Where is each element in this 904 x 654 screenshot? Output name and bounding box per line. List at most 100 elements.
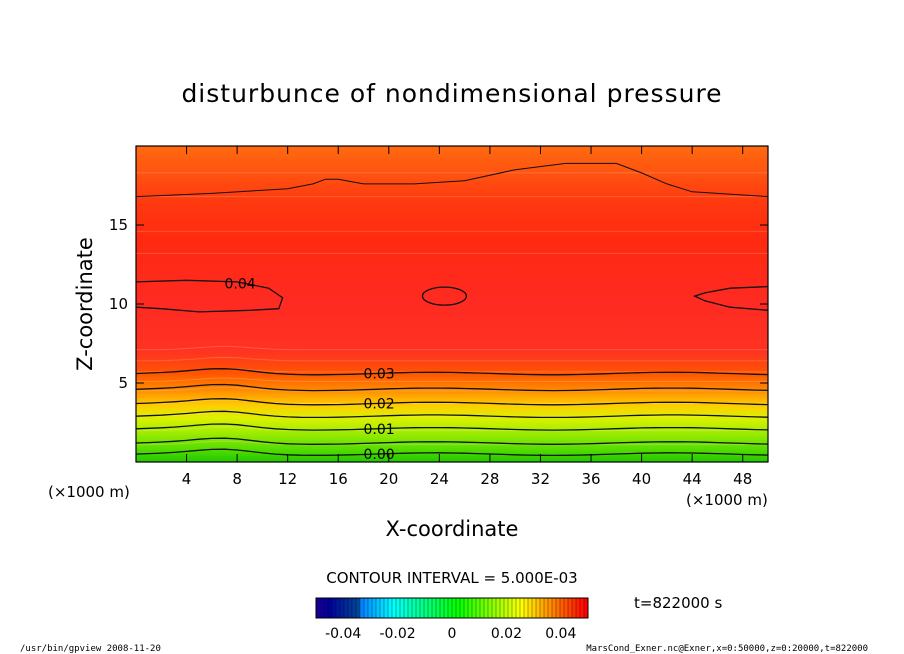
- colorbar-segment: [488, 598, 493, 618]
- colorbar-segment: [352, 598, 357, 618]
- colorbar-segment: [532, 598, 537, 618]
- field-band: [135, 386, 768, 392]
- contour-lines: [135, 162, 769, 457]
- colorbar-tick-label: -0.02: [379, 626, 415, 642]
- x-tick-label: 48: [733, 470, 752, 488]
- x-axis-label: X-coordinate: [386, 517, 519, 541]
- colorbar-segment: [568, 598, 573, 618]
- x-tick-label: 36: [581, 470, 600, 488]
- colorbar-segment: [480, 598, 485, 618]
- colorbar-segment: [388, 598, 393, 618]
- colorbar-segment: [572, 598, 577, 618]
- footer-right: MarsCond_Exner.nc@Exner,x=0:50000,z=0:20…: [586, 644, 868, 654]
- colorbar-tick-label: -0.04: [325, 626, 361, 642]
- contour-line: [692, 285, 769, 311]
- colorbar-segment: [344, 598, 349, 618]
- y-tick-label: 15: [109, 216, 128, 234]
- colorbar-tick-label: 0.02: [491, 626, 522, 642]
- colorbar-segment: [496, 598, 501, 618]
- colorbar-segment: [520, 598, 525, 618]
- colorbar-tick-labels: -0.04 -0.02 0 0.02 0.04: [325, 626, 576, 642]
- x-unit-label: (×1000 m): [686, 491, 768, 509]
- colorbar-segment: [332, 598, 337, 618]
- colorbar-segment: [524, 598, 529, 618]
- colorbar-segment: [544, 598, 549, 618]
- colorbar-segment: [448, 598, 453, 618]
- colorbar-segment: [320, 598, 325, 618]
- field-band: [135, 426, 768, 431]
- colorbar-segment: [492, 598, 497, 618]
- colorbar-segment: [400, 598, 405, 618]
- contour-line: [135, 437, 769, 445]
- colorbar-segment: [556, 598, 561, 618]
- contour-interval-text: CONTOUR INTERVAL = 5.000E-03: [326, 569, 577, 587]
- field-bands: [135, 172, 768, 446]
- contour-labels: 0.04 0.03 0.02 0.01 0.00: [224, 276, 395, 463]
- y-axis-label: Z-coordinate: [73, 237, 97, 371]
- colorbar-segment: [500, 598, 505, 618]
- colorbar-segment: [328, 598, 333, 618]
- colorbar-segment: [384, 598, 389, 618]
- x-tick-label: 44: [683, 470, 702, 488]
- x-tick-label: 32: [531, 470, 550, 488]
- colorbar-segment: [404, 598, 409, 618]
- y-ticks: 5 10 15: [109, 216, 768, 392]
- x-tick-label: 20: [379, 470, 398, 488]
- colorbar-segment: [504, 598, 509, 618]
- colorbar-segment: [408, 598, 413, 618]
- plot-area: 0.040.030.020.010.00 4 8 12 16 20 24 28 32 36 40 4…: [109, 145, 769, 488]
- y-unit-label: (×1000 m): [48, 483, 130, 501]
- contour-line: [135, 448, 769, 457]
- x-tick-label: 16: [329, 470, 348, 488]
- colorbar-segment: [392, 598, 397, 618]
- colorbar-segment: [372, 598, 377, 618]
- contour-label: 0.02: [364, 397, 395, 413]
- time-label: t=822000 s: [634, 594, 722, 612]
- colorbar-segment: [580, 598, 585, 618]
- colorbar-segment: [516, 598, 521, 618]
- colorbar-segment: [360, 598, 365, 618]
- colorbar-segment: [456, 598, 461, 618]
- colorbar-segment: [508, 598, 513, 618]
- colorbar-segment: [444, 598, 449, 618]
- colorbar-segment: [584, 598, 589, 618]
- colorbar-segment: [576, 598, 581, 618]
- y-tick-label: 5: [118, 374, 128, 392]
- colorbar-segment: [468, 598, 473, 618]
- colorbar-segment: [548, 598, 553, 618]
- colorbar-segment: [336, 598, 341, 618]
- colorbar-segment: [424, 598, 429, 618]
- contour-line: [135, 162, 769, 198]
- field-band: [136, 377, 768, 382]
- contour-label: 0.03: [364, 367, 395, 383]
- colorbar-segment: [440, 598, 445, 618]
- chart-title: disturbunce of nondimensional pressure: [181, 79, 722, 108]
- y-tick-label: 10: [109, 295, 128, 313]
- colorbar-segment: [464, 598, 469, 618]
- colorbar-segment: [420, 598, 425, 618]
- colorbar-segment: [428, 598, 433, 618]
- colorbar-segment: [412, 598, 417, 618]
- colorbar-segment: [472, 598, 477, 618]
- x-ticks: 4 8 12 16 20 24 28 32 36 40 44 48: [182, 146, 752, 488]
- contour-line: [421, 286, 468, 306]
- field-band: [136, 345, 768, 351]
- colorbar-segment: [536, 598, 541, 618]
- contour-line: [135, 368, 769, 376]
- colorbar-segment: [484, 598, 489, 618]
- colorbar-segment: [376, 598, 381, 618]
- contour-label: 0.04: [224, 276, 255, 292]
- colorbar-segment: [364, 598, 369, 618]
- colorbar-segment: [368, 598, 373, 618]
- colorbar-segment: [460, 598, 465, 618]
- contour-line: [135, 279, 284, 313]
- field-band: [136, 399, 768, 404]
- colorbar-segment: [564, 598, 569, 618]
- x-tick-label: 4: [182, 470, 192, 488]
- contour-line: [135, 423, 769, 431]
- colorbar-segment: [416, 598, 421, 618]
- footer-left: /usr/bin/gpview 2008-11-20: [20, 644, 161, 654]
- colorbar-segment: [512, 598, 517, 618]
- colorbar-segment: [552, 598, 557, 618]
